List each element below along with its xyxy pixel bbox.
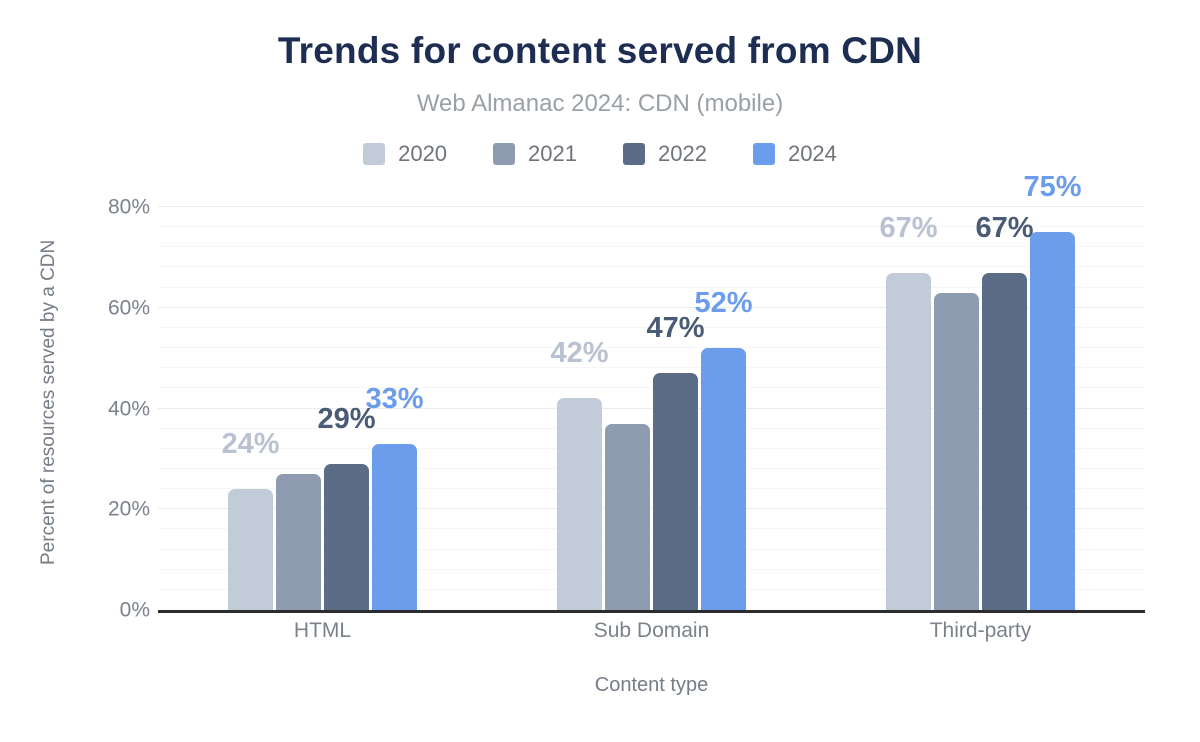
bar-groups: 24% 29% 33% 42% 47% 52% 67% 67% 75% <box>158 173 1145 610</box>
x-category-sub-domain: Sub Domain <box>593 619 710 642</box>
bar-2021-third-party[interactable] <box>934 292 979 610</box>
gridline-76pct <box>158 226 1145 228</box>
bar-2020-html[interactable] <box>228 489 273 610</box>
value-label-2022-html: 29% <box>317 402 376 435</box>
value-label-2022-sub-domain: 47% <box>646 312 705 345</box>
legend-label-2022: 2022 <box>658 141 707 166</box>
gridline-40pct <box>158 407 1145 409</box>
y-tick-60: 60% <box>107 296 150 320</box>
x-axis-category-labels: HTML Sub Domain Third-party <box>158 619 1145 643</box>
y-axis-tick-labels: 0% 20% 40% 60% 80% <box>58 195 150 621</box>
legend-swatch-2020 <box>363 143 386 165</box>
legend-item-2022[interactable]: 2022 <box>623 141 707 167</box>
plot-area: 24% 29% 33% 42% 47% 52% 67% 67% 75% <box>158 173 1145 613</box>
bar-group-html: 24% 29% 33% <box>158 195 487 610</box>
legend-item-2020[interactable]: 2020 <box>363 141 447 167</box>
x-category-third-party: Third-party <box>929 619 1032 642</box>
gridline-44pct <box>158 387 1145 389</box>
value-label-2020-third-party: 67% <box>879 211 938 244</box>
bar-2024-third-party[interactable] <box>1030 232 1075 610</box>
legend-swatch-2022 <box>623 143 645 165</box>
gridline-4pct <box>158 588 1145 590</box>
x-category-html: HTML <box>293 619 352 642</box>
legend-swatch-2021 <box>493 143 516 165</box>
chart-title: Trends for content served from CDN <box>277 30 923 71</box>
gridline-16pct <box>158 528 1145 530</box>
y-tick-40: 40% <box>107 397 150 420</box>
y-tick-80: 80% <box>107 195 150 219</box>
gridline-20pct <box>158 508 1145 510</box>
gridline-56pct <box>158 326 1145 328</box>
gridline-8pct <box>158 568 1145 570</box>
bar-group-sub-domain: 42% 47% 52% <box>487 195 816 610</box>
y-tick-20: 20% <box>107 497 150 521</box>
value-label-2020-html: 24% <box>221 428 280 461</box>
gridline-12pct <box>158 548 1145 550</box>
bar-2022-third-party[interactable] <box>982 272 1027 610</box>
gridline-24pct <box>158 488 1145 490</box>
chart-subtitle: Web Almanac 2024: CDN (mobile) <box>416 90 784 117</box>
gridline-72pct <box>158 246 1145 248</box>
legend-swatch-2024 <box>752 143 775 165</box>
bar-2021-sub-domain[interactable] <box>605 423 650 610</box>
gridline-48pct <box>158 367 1145 369</box>
bar-2020-sub-domain[interactable] <box>557 398 602 610</box>
gridline-36pct <box>158 427 1145 429</box>
bar-2022-html[interactable] <box>324 463 369 610</box>
legend-label-2021: 2021 <box>528 141 577 166</box>
bar-2024-html[interactable] <box>372 443 417 610</box>
value-label-2020-sub-domain: 42% <box>550 337 609 370</box>
bar-group-third-party: 67% 67% 75% <box>816 173 1145 610</box>
value-label-2024-third-party: 75% <box>1023 171 1082 204</box>
gridline-68pct <box>158 266 1145 268</box>
bar-2022-sub-domain[interactable] <box>653 373 698 610</box>
bar-2020-third-party[interactable] <box>886 272 931 610</box>
legend-label-2024: 2024 <box>787 141 837 166</box>
gridline-64pct <box>158 286 1145 288</box>
gridline-80pct <box>158 206 1145 207</box>
x-axis-title: Content type <box>594 674 709 696</box>
gridline-52pct <box>158 347 1145 349</box>
value-label-2024-sub-domain: 52% <box>694 287 753 320</box>
gridline-32pct <box>158 447 1145 449</box>
gridline-28pct <box>158 467 1145 469</box>
bar-2024-sub-domain[interactable] <box>701 348 746 610</box>
bar-2021-html[interactable] <box>276 474 321 610</box>
legend-item-2024[interactable]: 2024 <box>752 141 837 167</box>
y-tick-0: 0% <box>119 598 150 622</box>
gridlines <box>158 195 1145 610</box>
gridline-60pct <box>158 306 1145 308</box>
legend: 2020 2021 2022 2024 <box>0 141 1200 167</box>
legend-label-2020: 2020 <box>398 141 448 166</box>
value-label-2024-html: 33% <box>365 382 424 415</box>
legend-item-2021[interactable]: 2021 <box>493 141 577 167</box>
